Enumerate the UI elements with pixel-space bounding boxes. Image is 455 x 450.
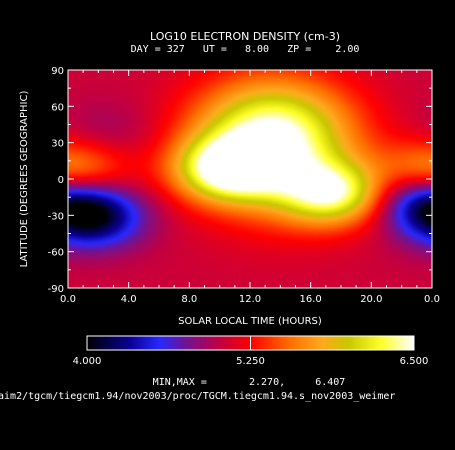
- chart-title: LOG10 ELECTRON DENSITY (cm-3): [150, 30, 340, 43]
- x-axis: 0.0 4.0 8.0 12.0 16.0 20.0 0.0: [60, 70, 440, 305]
- y-tick-label: 60: [51, 102, 64, 113]
- chart-subtitle: DAY = 327 UT = 8.00 ZP = 2.00: [131, 44, 360, 55]
- heatmap-area: [67, 69, 433, 289]
- x-tick-label: 12.0: [239, 294, 261, 305]
- y-tick-label: 0: [58, 175, 64, 186]
- heatmap-image: [68, 70, 432, 288]
- y-tick-label: 30: [51, 139, 64, 150]
- file-path: /aim2/tgcm/tiegcm1.94/nov2003/proc/TGCM.…: [0, 391, 395, 402]
- x-tick-label: 4.0: [121, 294, 137, 305]
- x-tick-label: 20.0: [360, 294, 382, 305]
- colorbar: 4.000 5.250 6.500: [73, 335, 429, 367]
- x-tick-label: 0.0: [424, 294, 440, 305]
- y-axis: 90 60 30 0 -30 -60 -90: [48, 66, 432, 295]
- x-tick-label: 8.0: [181, 294, 197, 305]
- x-tick-label: 0.0: [60, 294, 76, 305]
- y-tick-label: -30: [48, 211, 64, 222]
- y-tick-label: 90: [51, 66, 64, 77]
- y-tick-label: -60: [48, 248, 64, 259]
- x-axis-label: SOLAR LOCAL TIME (HOURS): [178, 316, 322, 327]
- x-tick-label: 16.0: [300, 294, 322, 305]
- colorbar-tick-label: 6.500: [400, 356, 429, 367]
- colorbar-tick-label: 5.250: [236, 356, 265, 367]
- colorbar-tick-label: 4.000: [73, 356, 102, 367]
- minmax-text: MIN,MAX = 2.270, 6.407: [153, 377, 346, 388]
- y-axis-label: LATITUDE (DEGREES GEOGRAPHIC): [19, 91, 30, 268]
- y-tick-label: -90: [48, 284, 64, 295]
